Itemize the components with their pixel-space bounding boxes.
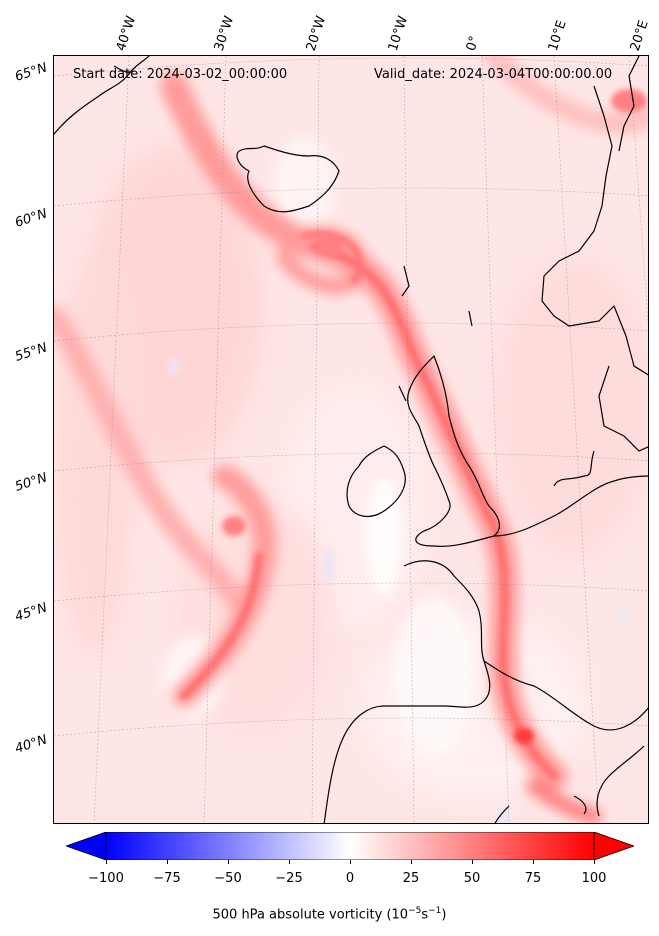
colorbar-tick: −100 bbox=[88, 871, 124, 886]
colorbar-extend-min bbox=[66, 832, 107, 860]
lat-label-50n: 50°N bbox=[13, 470, 50, 495]
coastlines bbox=[54, 56, 648, 823]
lon-label-20e: 20°E bbox=[627, 18, 652, 53]
colorbar-extend-max bbox=[593, 832, 634, 860]
colorbar-tick: −25 bbox=[275, 871, 303, 886]
colorbar bbox=[66, 832, 634, 860]
lat-label-55n: 55°N bbox=[13, 340, 50, 365]
lat-label-45n: 45°N bbox=[13, 600, 50, 625]
lon-label-30w: 30°W bbox=[211, 14, 238, 53]
colorbar-tick: 50 bbox=[463, 871, 481, 886]
lat-label-60n: 60°N bbox=[13, 206, 50, 231]
colorbar-tick: 0 bbox=[345, 871, 355, 886]
lat-label-40n: 40°N bbox=[13, 732, 50, 757]
colorbar-tick: −50 bbox=[214, 871, 242, 886]
colorbar-tick: −75 bbox=[153, 871, 181, 886]
vorticity-field bbox=[54, 56, 648, 823]
colorbar-tick: 25 bbox=[402, 871, 420, 886]
lon-label-0: 0° bbox=[463, 34, 483, 53]
valid-date-label: Valid_date: 2024-03-04T00:00:00.00 bbox=[374, 67, 613, 82]
lon-label-10w: 10°W bbox=[385, 14, 412, 53]
graticule bbox=[54, 56, 648, 823]
colorbar-tick: 100 bbox=[581, 871, 607, 886]
lon-label-10e: 10°E bbox=[545, 18, 570, 53]
colorbar-label: 500 hPa absolute vorticity (10−5s−1) bbox=[212, 906, 447, 923]
lon-label-20w: 20°W bbox=[303, 14, 330, 53]
map-panel bbox=[53, 55, 649, 824]
colorbar-tick: 75 bbox=[524, 871, 542, 886]
lon-label-40w: 40°W bbox=[113, 14, 140, 53]
lat-label-65n: 65°N bbox=[13, 60, 50, 85]
start-date-label: Start date: 2024-03-02_00:00:00 bbox=[73, 67, 288, 82]
